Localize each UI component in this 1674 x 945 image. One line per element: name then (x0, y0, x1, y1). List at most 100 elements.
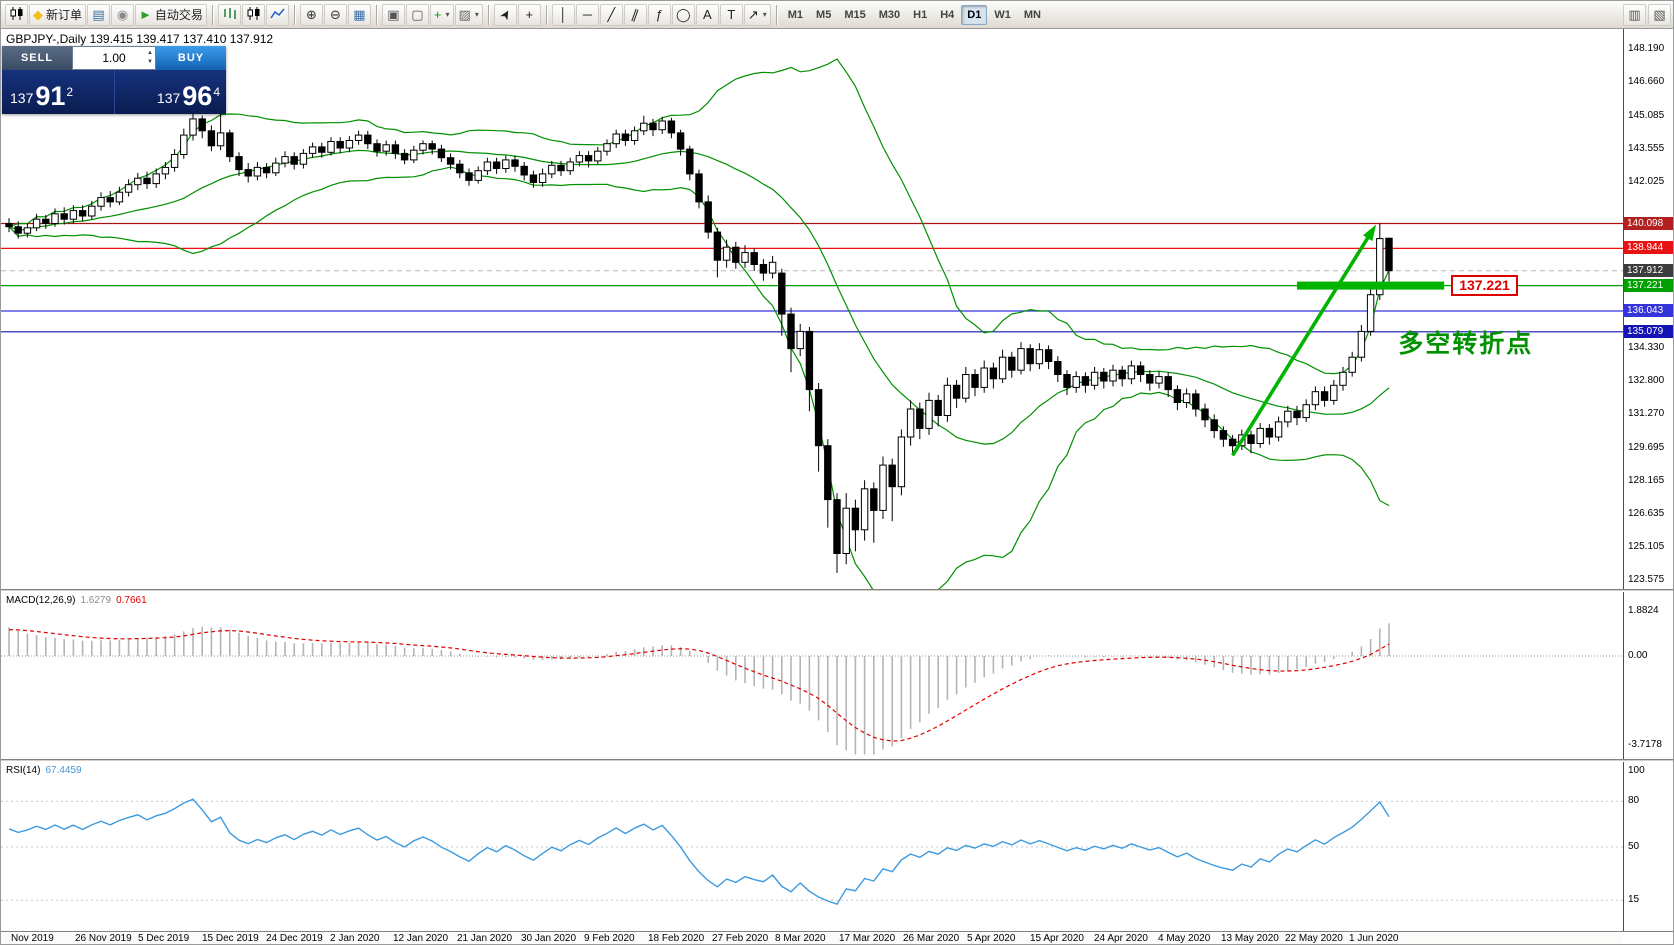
date-tick: 9 Feb 2020 (584, 933, 635, 944)
price-level-label: 138.944 (1624, 241, 1673, 254)
rsi-tick: 100 (1628, 765, 1645, 776)
rsi-line (8, 798, 1390, 906)
macd-histogram (8, 623, 1390, 755)
candles-mode-button[interactable] (241, 3, 265, 26)
charts-window-icon: ▤ (92, 7, 105, 22)
price-tick: 123.575 (1628, 574, 1665, 585)
timeframe-m15-button[interactable]: M15 (844, 8, 866, 21)
timeframe-m5-button[interactable]: M5 (816, 8, 832, 21)
bid-price-label: 137.912 (1624, 264, 1673, 277)
toolbar-separator (775, 4, 777, 25)
cascade-windows-button[interactable]: ▣ (381, 3, 405, 26)
dock-window-button[interactable]: ▥ (1623, 3, 1646, 26)
timeframe-m30-button[interactable]: M30 (878, 8, 901, 21)
timeframe-h4-button[interactable]: H4 (940, 8, 955, 21)
templates-button[interactable]: ▨ ▾ (454, 3, 483, 26)
toolbar-separator (375, 4, 377, 25)
arrange-windows-button[interactable]: ▢ (405, 3, 429, 26)
timeframe-d1-button[interactable]: D1 (961, 4, 988, 25)
timeframe-mn-button[interactable]: MN (1023, 8, 1041, 21)
label-icon: T (727, 7, 736, 22)
autotrading-button[interactable]: ► 自动交易 (135, 3, 207, 26)
price-tick: 134.330 (1628, 342, 1665, 353)
new-chart-button[interactable] (5, 3, 28, 26)
volume-input[interactable]: 1.00 ▲ ▼ (72, 46, 156, 70)
trend-arrow[interactable] (1231, 224, 1377, 457)
main-toolbar: ◆ 新订单 ▤ ◉ ► 自动交易 ⊕ ⊖ ▦ ▣ ▢ + ▾ ▨ ▾ ➤ + │ ─ ╱ ∥ ƒ ◯ A T ↗ ▾ M1 M5 M15 M… (1, 1, 1673, 29)
new-order-button-label: 新订单 (46, 8, 83, 22)
tile-windows-button[interactable]: ▦ (347, 3, 371, 26)
channel-icon: ∥ (629, 6, 641, 23)
zoom-in-button[interactable]: ⊕ (299, 3, 323, 26)
candles (5, 111, 1393, 573)
panel-separator[interactable] (1, 759, 1673, 762)
vertical-line-button[interactable]: │ (551, 3, 575, 26)
panel-separator[interactable] (1, 589, 1673, 592)
price-callout-label[interactable]: 137.221 (1451, 274, 1518, 296)
zoom-out-button[interactable]: ⊖ (323, 3, 347, 26)
spin-down-icon: ▼ (147, 59, 153, 65)
sell-button[interactable]: SELL (2, 46, 72, 70)
mql-community-button[interactable]: ◉ (111, 3, 135, 26)
zoom-in-icon: ⊕ (305, 7, 317, 22)
date-tick: 4 May 2020 (1158, 933, 1211, 944)
date-tick: 24 Apr 2020 (1094, 933, 1148, 944)
price-level-label: 140.098 (1624, 217, 1673, 230)
plus-icon: + (433, 7, 442, 22)
new-order-button[interactable]: ◆ 新订单 (29, 3, 87, 26)
macd-indicator-label: MACD(12,26,9) 1.6279 0.7661 (6, 595, 147, 606)
macd-panel[interactable] (1, 592, 1623, 759)
arrows-button[interactable]: ↗ ▾ (743, 3, 771, 26)
price-level-label: 136.043 (1624, 304, 1673, 317)
buy-button[interactable]: BUY (156, 46, 226, 70)
price-tick: 126.635 (1628, 508, 1665, 519)
arrange-windows-icon: ▢ (411, 7, 424, 22)
crosshair-button[interactable]: + (517, 3, 541, 26)
trendline-button[interactable]: ╱ (599, 3, 623, 26)
price-tick: 129.695 (1628, 442, 1665, 453)
date-tick: 17 Mar 2020 (839, 933, 896, 944)
support-level-segment[interactable] (1297, 281, 1445, 290)
cursor-button[interactable]: ➤ (493, 3, 517, 26)
shapes-button[interactable]: ◯ (671, 3, 695, 26)
horizontal-line-button[interactable]: ─ (575, 3, 599, 26)
add-indicator-button[interactable]: + ▾ (429, 3, 454, 26)
fibonacci-icon: ƒ (655, 7, 663, 22)
price-axis[interactable]: 148.190 146.660 145.085 143.555 142.025 134.3… (1623, 29, 1673, 931)
price-tick: 128.165 (1628, 475, 1665, 486)
price-tick: 143.555 (1628, 143, 1665, 154)
date-tick: 22 May 2020 (1285, 933, 1343, 944)
date-tick: 8 Mar 2020 (775, 933, 826, 944)
rsi-panel[interactable] (1, 762, 1623, 931)
text-button[interactable]: A (695, 3, 719, 26)
fullscreen-button[interactable]: ▧ (1648, 3, 1671, 26)
one-click-trading-panel: SELL 1.00 ▲ ▼ BUY 137 91 2 137 96 4 (2, 46, 226, 114)
timeframe-h1-button[interactable]: H1 (913, 8, 928, 21)
timeframe-w1-button[interactable]: W1 (994, 8, 1011, 21)
arrow-icon: ↗ (747, 7, 759, 22)
label-button[interactable]: T (719, 3, 743, 26)
volume-spinner[interactable]: ▲ ▼ (147, 49, 153, 67)
timeframe-m1-button[interactable]: M1 (787, 8, 804, 21)
price-tick: 132.800 (1628, 375, 1665, 386)
charts-window-button[interactable]: ▤ (87, 3, 111, 26)
price-chart[interactable] (1, 29, 1623, 589)
date-tick: 5 Dec 2019 (138, 933, 190, 944)
price-tick: 142.025 (1628, 176, 1665, 187)
date-tick: 27 Feb 2020 (712, 933, 769, 944)
time-axis[interactable]: Nov 2019 26 Nov 2019 5 Dec 2019 15 Dec 2019… (1, 932, 1623, 944)
channel-button[interactable]: ∥ (623, 3, 647, 26)
bars-mode-button[interactable] (217, 3, 241, 26)
date-tick: 18 Feb 2020 (648, 933, 705, 944)
fibonacci-button[interactable]: ƒ (647, 3, 671, 26)
line-mode-button[interactable] (265, 3, 289, 26)
bar-chart-icon (222, 7, 237, 22)
date-tick: 26 Nov 2019 (75, 933, 132, 944)
toolbar-separator (293, 4, 295, 25)
buy-price[interactable]: 137 96 4 (113, 70, 227, 114)
dock-window-icon: ▥ (1628, 7, 1641, 22)
sell-price[interactable]: 137 91 2 (2, 70, 114, 114)
horizontal-line-icon: ─ (582, 7, 592, 22)
autotrading-button-label: 自动交易 (154, 8, 203, 22)
turning-point-annotation[interactable]: 多空转折点 (1398, 329, 1534, 358)
